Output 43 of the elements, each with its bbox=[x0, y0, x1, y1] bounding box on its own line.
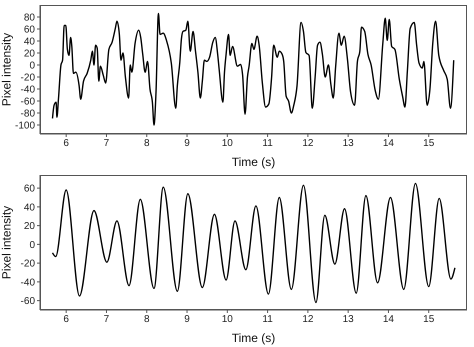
x-tick-label: 8 bbox=[144, 314, 150, 326]
x-tick-label: 13 bbox=[342, 138, 354, 150]
y-tick-label: 20 bbox=[24, 221, 36, 232]
x-tick-label: 9 bbox=[184, 314, 190, 326]
x-tick-label: 14 bbox=[382, 314, 394, 326]
x-tick-label: 14 bbox=[382, 138, 394, 150]
y-tick-label: -60 bbox=[20, 296, 36, 308]
x-tick-label: 15 bbox=[423, 138, 435, 150]
x-tick-label: 8 bbox=[144, 138, 150, 150]
x-tick-label: 11 bbox=[262, 138, 274, 150]
y-tick-label: 80 bbox=[24, 12, 36, 24]
y-tick-label: -40 bbox=[20, 277, 36, 288]
x-axis-title: Time (s) bbox=[232, 155, 276, 169]
y-tick-label: 40 bbox=[24, 36, 36, 48]
line-series bbox=[52, 182, 456, 304]
y-tick-label: 20 bbox=[24, 48, 36, 60]
y-tick-label: -40 bbox=[20, 84, 36, 96]
y-axis-title: Pixel intensity bbox=[0, 32, 14, 106]
x-tick-label: 7 bbox=[104, 138, 110, 150]
y-tick-label: 40 bbox=[24, 202, 36, 214]
x-axis-title: Time (s) bbox=[232, 331, 276, 345]
x-tick-label: 11 bbox=[262, 314, 274, 326]
y-tick-label: 0 bbox=[29, 240, 36, 251]
x-tick-label: 15 bbox=[423, 314, 435, 326]
x-tick-label: 6 bbox=[63, 314, 70, 326]
x-tick-label: 9 bbox=[184, 138, 190, 150]
x-tick-label: 12 bbox=[302, 314, 314, 326]
x-tick-label: 10 bbox=[222, 314, 234, 326]
y-tick-label: 0 bbox=[29, 60, 36, 72]
x-tick-label: 7 bbox=[104, 314, 110, 326]
x-tick-label: 12 bbox=[302, 138, 314, 150]
x-tick-label: 10 bbox=[222, 138, 234, 150]
line-series bbox=[52, 12, 454, 126]
y-tick-label: -20 bbox=[20, 72, 36, 84]
y-tick-label: -20 bbox=[20, 258, 36, 270]
y-tick-label: -100 bbox=[14, 120, 36, 132]
y-tick-label: 60 bbox=[24, 184, 36, 195]
y-axis-title: Pixel intensity bbox=[0, 206, 14, 280]
y-tick-label: -80 bbox=[20, 108, 36, 120]
y-tick-label: 60 bbox=[24, 24, 36, 36]
x-tick-label: 6 bbox=[63, 138, 70, 150]
x-tick-label: 13 bbox=[342, 314, 354, 326]
y-tick-label: -60 bbox=[20, 96, 36, 108]
